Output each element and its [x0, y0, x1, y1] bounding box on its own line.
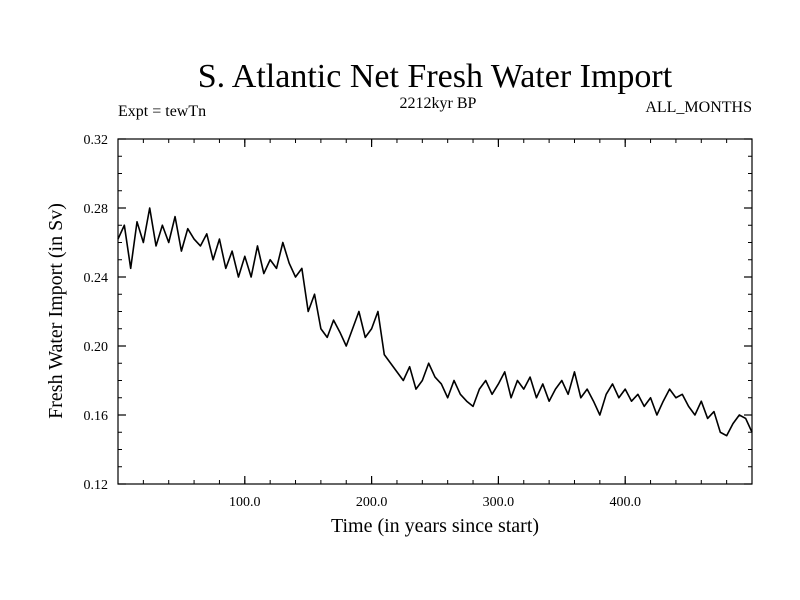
y-axis-ticks: 0.12 0.16 0.20 0.24 0.28 0.32 [84, 133, 752, 493]
period-label: 2212kyr BP [400, 95, 477, 112]
x-axis-ticks: 100.0 200.0 300.0 400.0 [117, 139, 753, 510]
y-tick-label: 0.28 [84, 202, 109, 217]
months-label: ALL_MONTHS [645, 99, 752, 116]
y-tick-label: 0.24 [84, 271, 109, 286]
y-axis-label: Fresh Water Import (in Sv) [45, 203, 67, 419]
y-tick-label: 0.16 [84, 409, 109, 424]
y-tick-label: 0.12 [84, 478, 109, 493]
fresh-water-series-line [117, 207, 753, 437]
x-tick-label: 200.0 [356, 495, 388, 510]
x-tick-label: 100.0 [229, 495, 261, 510]
x-tick-label: 300.0 [483, 495, 515, 510]
plot-frame [117, 138, 753, 485]
y-tick-label: 0.32 [84, 133, 109, 148]
x-axis-label: Time (in years since start) [331, 515, 539, 537]
chart-title: S. Atlantic Net Fresh Water Import [198, 58, 673, 95]
experiment-label: Expt = tewTn [118, 103, 206, 120]
x-tick-label: 400.0 [609, 495, 641, 510]
y-tick-label: 0.20 [84, 340, 109, 355]
